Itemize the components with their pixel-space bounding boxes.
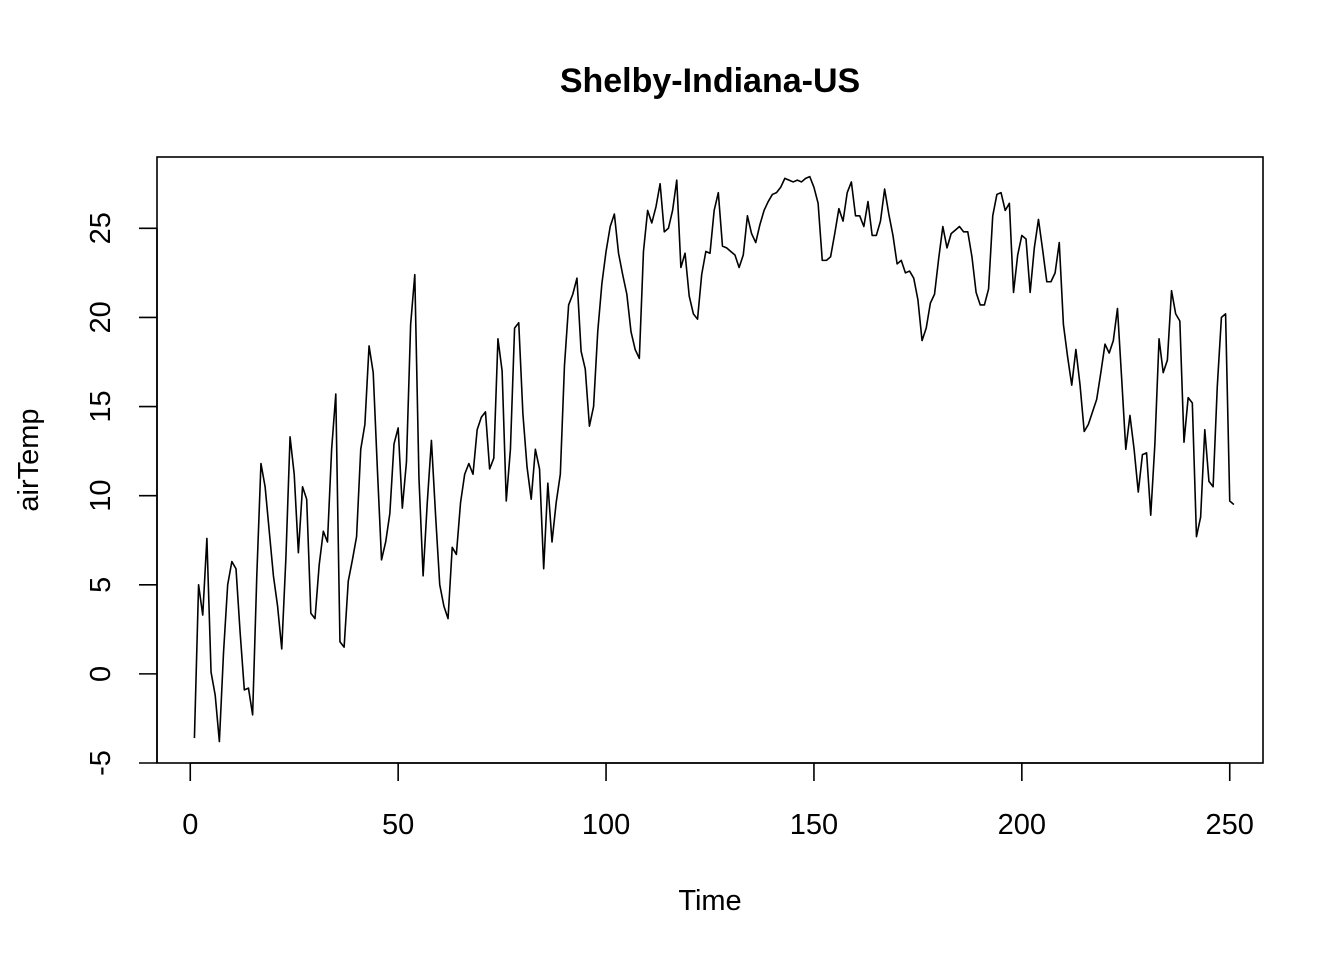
x-axis-label: Time [678, 885, 741, 917]
series-layer [193, 175, 1235, 743]
y-tick-label: 25 [85, 212, 117, 244]
x-tick-label: 250 [1206, 809, 1254, 841]
x-tick-label: 150 [790, 809, 838, 841]
x-axis: 0 50 100 150 200 250 [182, 762, 1254, 841]
y-tick-label: -5 [85, 750, 117, 776]
x-tick-label: 200 [998, 809, 1046, 841]
x-tick-label: 50 [382, 809, 414, 841]
x-tick-label: 100 [582, 809, 630, 841]
y-tick-label: 20 [85, 301, 117, 333]
y-tick-label: 0 [85, 666, 117, 682]
chart-title: Shelby-Indiana-US [560, 62, 860, 100]
y-axis: -5 0 5 10 15 20 25 [85, 212, 158, 776]
y-tick-label: 10 [85, 480, 117, 512]
x-tick-label: 0 [182, 809, 198, 841]
y-tick-label: 5 [85, 577, 117, 593]
series-line-0 [193, 175, 1235, 743]
y-axis-label: airTemp [13, 408, 45, 511]
y-tick-label: 15 [85, 390, 117, 422]
